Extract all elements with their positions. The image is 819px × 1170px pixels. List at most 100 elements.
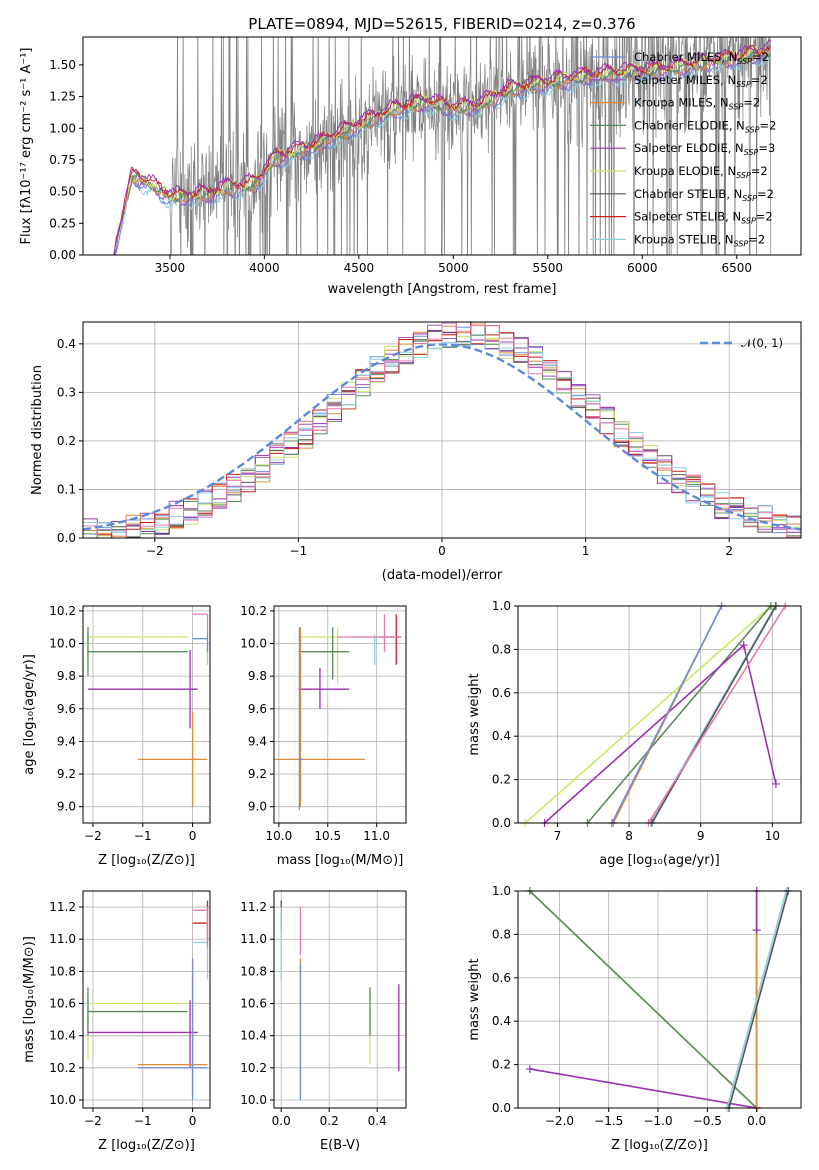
x-axis-label: (data-model)/error [382,568,503,583]
y-tick-label: 0.6 [492,686,511,700]
x-axis-label: Z [log₁₀(Z/Z⊙)] [98,853,195,868]
chart-title: PLATE=0894, MJD=52615, FIBERID=0214, z=0… [248,15,635,33]
weight-line [529,930,758,1109]
x-tick-label: 6000 [627,261,658,275]
y-tick-label: 0.25 [49,216,76,230]
y-tick-label: 10.4 [49,1029,76,1043]
weight-line [728,890,789,1109]
plot-frame [82,605,211,824]
x-tick-label: 0.2 [320,1114,339,1128]
axes-mass-vs-Z [83,891,210,1108]
axes-residuals [83,322,801,539]
y-tick-label: 10.6 [49,997,76,1011]
x-tick-label: 1 [582,544,590,558]
y-tick-label: 0.4 [492,1014,511,1028]
x-tick-label: −1 [290,544,308,558]
axes-mass-vs-EBV [274,891,406,1108]
axes-weight-vs-age [518,605,801,824]
y-axis-label: mass [log₁₀(M/M⊙)] [22,936,37,1063]
y-tick-label: 0.4 [492,729,511,743]
frame-age-vs-mass: 10.0 10.5 11.0 9.0 9.2 9.4 9.6 9.8 10.0 10.2 [240,604,407,843]
legend-entry: Kroupa ELODIE, NSSP=2 [634,164,768,180]
weight-marker [525,1064,534,1073]
y-axis-label: Flux [fλ10⁻¹⁷ erg cm⁻² s⁻¹ A⁻¹] [19,48,34,245]
model-spectrum [113,49,772,255]
weight-line [524,605,772,824]
x-tick-label: 0.0 [272,1114,291,1128]
x-tick-label: −2 [84,829,102,843]
frame-age-vs-Z: −2 −1 0 9.0 9.2 9.4 9.6 9.8 10.0 10.2 [49,604,211,843]
frame-weight-vs-Z: −2.0 −1.5 −1.0 −0.5 0.0 0.0 0.2 0.4 0.6 0.8 1.0 [492,884,802,1128]
y-tick-label: 11.2 [49,900,76,914]
x-tick-label: −1.0 [643,1114,672,1128]
y-tick-label: 9.8 [57,669,76,683]
weight-line [611,605,723,824]
y-tick-label: 1.0 [492,599,511,613]
model-spectrum [113,39,772,255]
legend-entry: Salpeter MILES, NSSP=2 [634,73,768,89]
legend-entry: Chabrier ELODIE, NSSP=2 [634,118,776,134]
legend-entry: Salpeter ELODIE, NSSP=3 [634,141,775,157]
plot-frame [82,890,211,1109]
x-tick-label: 9 [697,829,705,843]
x-axis-label: Z [log₁₀(Z/Z⊙)] [98,1138,195,1153]
x-tick-label: 0 [189,1114,197,1128]
y-axis-label: Normed distribution [30,365,45,495]
y-tick-label: 9.2 [57,767,76,781]
y-tick-label: 10.0 [240,1093,267,1107]
x-tick-label: 5000 [438,261,469,275]
weight-lines-weight-vs-Z [525,887,793,1112]
legend-entry: Salpeter STELIB, NSSP=2 [634,210,773,226]
x-tick-label: 4000 [249,261,280,275]
y-tick-label: 10.4 [240,1029,267,1043]
y-tick-label: 11.2 [240,900,267,914]
errorbars-mass-vs-Z [87,900,209,1100]
y-tick-label: 1.25 [49,90,76,104]
x-tick-label: −1.5 [594,1114,623,1128]
y-tick-label: 9.4 [248,734,267,748]
weight-marker [771,779,780,788]
model-spectrum [113,47,772,255]
y-tick-label: 10.0 [240,637,267,651]
y-tick-label: 9.4 [57,734,76,748]
weight-line [586,605,772,824]
histogram-series [83,322,801,538]
weight-line [543,643,777,824]
normal-curve [83,343,801,531]
y-tick-label: 10.0 [49,637,76,651]
y-tick-label: 9.6 [248,702,267,716]
axes-age-vs-Z [83,606,210,823]
legend-entry: Kroupa STELIB, NSSP=2 [634,232,765,248]
x-tick-label: 0 [189,829,197,843]
y-tick-label: 0.2 [492,773,511,787]
x-tick-label: 0.0 [747,1114,766,1128]
y-tick-label: 0.0 [57,531,76,545]
y-tick-label: 1.0 [492,884,511,898]
x-tick-label: 2 [725,544,733,558]
spectrum-lines [113,37,772,255]
weight-marker [739,641,748,650]
y-tick-label: 0.0 [492,816,511,830]
x-tick-label: 10.0 [266,829,293,843]
x-tick-label: −1 [134,829,152,843]
x-tick-label: −0.5 [693,1114,722,1128]
y-tick-label: 10.2 [240,604,267,618]
y-tick-label: 10.6 [240,997,267,1011]
y-tick-label: 0.1 [57,482,76,496]
errorbars-age-vs-mass [274,614,402,810]
frame-spectrum: 3500 4000 4500 5000 5500 6000 6500 0.00 0.25 0.50… [49,36,802,275]
x-axis-label: age [log₁₀(age/yr)] [599,853,720,868]
y-tick-label: 9.8 [248,669,267,683]
y-tick-label: 0.50 [49,185,76,199]
x-tick-label: 0.4 [368,1114,387,1128]
y-tick-label: 0.4 [57,337,76,351]
y-axis-label: age [log₁₀(age/yr)] [22,654,37,775]
legend-entry: Chabrier STELIB, NSSP=2 [634,187,774,203]
x-axis-label: Z [log₁₀(Z/Z⊙)] [611,1138,708,1153]
weight-lines-weight-vs-age [521,602,790,827]
model-spectrum [113,44,771,255]
x-tick-label: −2.0 [545,1114,574,1128]
x-tick-label: 10.5 [314,829,341,843]
plot-frame [82,36,802,256]
y-tick-label: 9.2 [248,767,267,781]
